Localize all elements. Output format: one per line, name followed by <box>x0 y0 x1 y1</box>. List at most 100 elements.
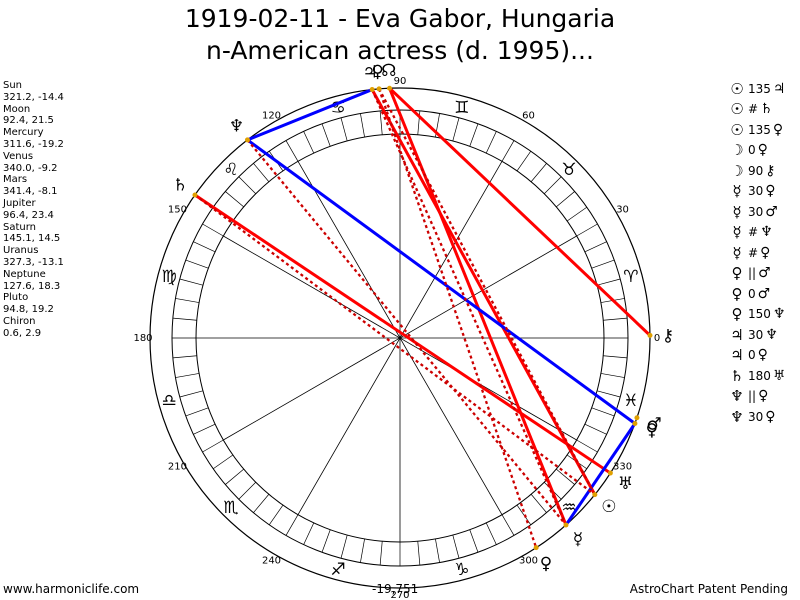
degree-tick <box>193 241 216 253</box>
degree-tick <box>469 529 479 553</box>
planet-glyph-icon: ☉ <box>730 100 744 118</box>
planet-glyph-icon: ♀ <box>731 305 743 323</box>
degree-tick <box>591 407 615 417</box>
planet-glyph-icon: ♀ <box>731 284 743 303</box>
degree-tick <box>566 206 587 222</box>
planet-coords: 127.6, 18.3 <box>3 280 61 292</box>
aspect-row: ☿ # ♆ <box>728 222 785 243</box>
aspect-symbol: 150 <box>748 307 771 321</box>
degree-tick <box>501 140 515 162</box>
planet-glyph-icon: ♃ <box>730 325 744 344</box>
planet-glyph-icon: ⚷ <box>765 162 776 179</box>
planet-glyph-icon: ♃ <box>772 80 786 97</box>
planet-name: Sun <box>3 80 23 91</box>
planet-glyph-icon: ♂ <box>757 285 771 302</box>
zodiac-sign-icon: ♓ <box>623 391 638 411</box>
website-link[interactable]: www.harmoniclife.com <box>3 582 140 596</box>
aspect-symbol: 135 <box>748 81 771 96</box>
aspect-line <box>246 88 373 142</box>
degree-tick <box>600 373 625 378</box>
aspect-line <box>246 138 636 425</box>
planet-coords: 145.1, 14.5 <box>3 233 61 245</box>
zodiac-sign-icon: ♑ <box>454 560 469 580</box>
degree-tick <box>172 317 197 321</box>
degree-tick <box>285 140 299 162</box>
planet-marker <box>387 85 393 91</box>
aspect-line <box>377 88 538 549</box>
planet-coords: 311.6, -19.2 <box>3 138 64 150</box>
planet-name: Chiron <box>3 315 36 327</box>
degree-label: 270 <box>390 590 409 600</box>
degree-tick <box>253 163 270 182</box>
degree-tick <box>321 123 331 147</box>
aspect-list: ☉ 135 ♃ ☉ # ♄ ☉ 135 ♀ ☽ 0 ♀ ☽ 90 ⚷ ☿ 30 ♀ ☿ 30 ♂ ☿ # ♆ ☿ # ♀ ♀ || ♂ ♀ 0… <box>728 78 785 427</box>
degree-label: 30 <box>616 205 629 216</box>
degree-tick <box>530 163 547 182</box>
planet-glyph-icon: ♅ <box>618 474 633 494</box>
planet-name: Neptune <box>3 268 46 280</box>
zodiac-sign-icon: ♎ <box>162 391 177 411</box>
degree-tick <box>379 110 383 135</box>
degree-tick <box>435 538 440 563</box>
planet-glyph-icon: ♂ <box>646 414 661 434</box>
aspect-row: ♆ || ♀ <box>728 386 785 407</box>
degree-label: 150 <box>168 205 187 216</box>
zodiac-sign-icon: ♊ <box>454 98 469 118</box>
degree-tick <box>417 541 421 566</box>
planet-glyph-icon: ♂ <box>758 265 771 281</box>
planet-marker <box>563 522 569 528</box>
aspect-symbol: 30 <box>748 409 764 424</box>
aspect-symbol: 0 <box>748 348 756 362</box>
degree-tick <box>452 117 460 142</box>
planet-marker <box>192 192 198 198</box>
degree-label: 90 <box>394 76 407 87</box>
planet-glyph-icon: ♆ <box>765 326 778 343</box>
degree-tick <box>193 423 216 435</box>
degree-tick <box>268 504 284 525</box>
degree-tick <box>175 373 200 378</box>
planet-glyph-icon: ☿ <box>732 202 742 221</box>
degree-tick <box>603 355 628 359</box>
degree-tick <box>360 538 365 563</box>
degree-tick <box>452 534 460 559</box>
degree-label: 60 <box>522 110 535 121</box>
planet-positions-list: Sun 321.2, -14.4 Moon 92.4, 21.5 Mercury 311.… <box>3 80 64 340</box>
degree-tick <box>285 514 299 536</box>
planet-glyph-icon: ♀ <box>731 264 743 282</box>
degree-tick <box>501 514 515 536</box>
degree-tick <box>584 241 607 253</box>
degree-tick <box>556 191 575 208</box>
planet-coords: 94.8, 19.2 <box>3 304 54 316</box>
degree-tick <box>576 223 598 237</box>
degree-tick <box>175 298 200 303</box>
planet-glyph-icon: ☿ <box>573 529 583 549</box>
planet-glyph-icon: ☉ <box>730 120 744 139</box>
degree-tick <box>584 423 607 435</box>
planet-marker <box>607 470 613 476</box>
planet-coords: 92.4, 21.5 <box>3 115 54 127</box>
zodiac-sign-icon: ♌ <box>223 160 238 180</box>
degree-tick <box>213 454 234 470</box>
planet-glyph-icon: ☉ <box>730 79 744 98</box>
planet-glyph-icon: ♂ <box>765 203 778 220</box>
planet-glyph-icon: ♀ <box>758 388 769 404</box>
planet-glyph-icon: ♀ <box>765 183 776 199</box>
planet-glyph-icon: ☉ <box>601 497 616 517</box>
degree-tick <box>185 407 209 417</box>
chart-subtitle: n-American actress (d. 1995)... <box>206 36 594 65</box>
planet-coords: 340.0, -9.2 <box>3 162 58 174</box>
degree-tick <box>516 151 532 172</box>
aspect-symbol: 0 <box>748 286 756 301</box>
aspect-symbol: 30 <box>748 204 764 219</box>
planet-glyph-icon: ♃ <box>730 346 744 364</box>
planet-coords: 327.3, -13.1 <box>3 256 64 268</box>
degree-tick <box>544 176 562 194</box>
degree-tick <box>303 131 315 154</box>
degree-tick <box>379 541 383 566</box>
degree-tick <box>596 278 621 286</box>
aspect-symbol: 90 <box>748 163 764 178</box>
degree-label: 0 <box>654 333 660 344</box>
degree-label: 300 <box>519 556 538 567</box>
degree-tick <box>202 223 224 237</box>
planet-glyph-icon: ♀ <box>765 408 776 425</box>
